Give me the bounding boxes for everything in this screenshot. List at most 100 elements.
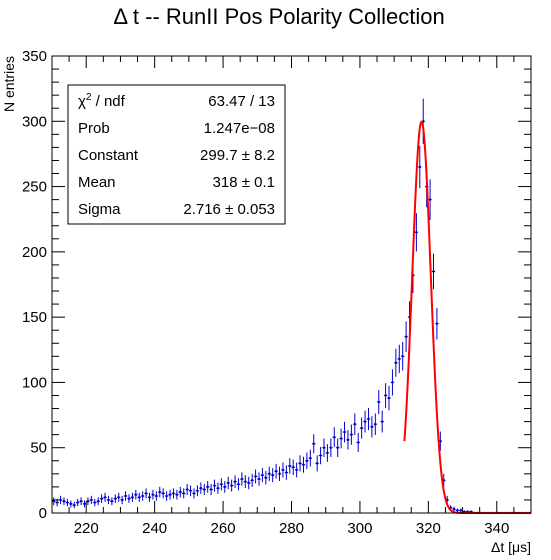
y-tick-label: 300 bbox=[22, 113, 47, 130]
data-point bbox=[322, 438, 326, 457]
data-point bbox=[291, 459, 295, 476]
data-point bbox=[164, 491, 169, 501]
data-point bbox=[62, 497, 66, 506]
data-point bbox=[236, 478, 241, 491]
data-point bbox=[264, 470, 268, 485]
x-tick-label: 260 bbox=[211, 520, 236, 537]
data-point bbox=[353, 413, 357, 435]
data-point bbox=[428, 179, 432, 220]
data-point bbox=[144, 488, 148, 499]
data-point bbox=[253, 469, 258, 484]
data-point bbox=[257, 472, 261, 486]
data-point bbox=[370, 416, 374, 438]
data-point bbox=[188, 485, 193, 497]
data-point bbox=[161, 488, 165, 499]
data-point bbox=[247, 476, 251, 490]
data-point bbox=[298, 455, 302, 472]
stats-value-sigma: 2.716 ± 0.053 bbox=[183, 201, 275, 218]
data-point bbox=[86, 497, 90, 506]
y-axis-title: N entries bbox=[1, 56, 17, 112]
data-point bbox=[123, 491, 128, 501]
data-point bbox=[168, 489, 172, 500]
data-point bbox=[137, 492, 141, 502]
data-point bbox=[332, 427, 336, 448]
x-tick-label: 320 bbox=[416, 520, 441, 537]
data-point bbox=[383, 383, 388, 408]
data-point bbox=[404, 321, 408, 352]
data-point bbox=[205, 481, 210, 493]
data-point bbox=[397, 344, 401, 374]
y-tick-label: 200 bbox=[22, 244, 47, 261]
stats-value-prob: 1.247e−08 bbox=[204, 120, 275, 137]
data-point bbox=[219, 478, 224, 491]
data-point bbox=[346, 430, 350, 450]
data-point bbox=[431, 253, 436, 290]
stats-value-mean: 318 ± 0.1 bbox=[213, 174, 275, 191]
y-tick-label: 350 bbox=[22, 48, 47, 65]
data-point bbox=[140, 491, 145, 501]
data-point bbox=[387, 385, 391, 411]
data-point bbox=[134, 489, 138, 500]
data-point bbox=[281, 462, 285, 478]
x-axis: 220 240 260 280 300 320 340 bbox=[51, 56, 532, 537]
data-point bbox=[274, 463, 278, 479]
data-point bbox=[349, 424, 354, 445]
data-point bbox=[178, 486, 183, 498]
data-point bbox=[185, 483, 189, 496]
data-point bbox=[377, 389, 381, 415]
data-point bbox=[69, 500, 73, 508]
data-point bbox=[158, 486, 162, 498]
data-point bbox=[202, 483, 206, 496]
data-point bbox=[288, 458, 292, 474]
x-axis-title: Δt [μs] bbox=[491, 539, 531, 555]
data-point bbox=[390, 369, 395, 396]
data-point bbox=[452, 506, 456, 512]
x-tick-label: 220 bbox=[74, 520, 99, 537]
data-point bbox=[243, 475, 248, 489]
data-point bbox=[82, 500, 87, 508]
data-point bbox=[329, 438, 333, 457]
data-point bbox=[356, 432, 360, 453]
y-tick-label: 100 bbox=[22, 374, 47, 391]
data-point bbox=[250, 473, 254, 487]
data-point bbox=[308, 449, 313, 467]
data-point bbox=[335, 438, 340, 457]
data-point bbox=[366, 407, 371, 431]
fit-curve bbox=[403, 120, 531, 514]
data-point bbox=[209, 483, 213, 496]
data-point bbox=[400, 342, 405, 371]
data-point bbox=[342, 421, 347, 443]
stats-label-constant: Constant bbox=[78, 147, 139, 164]
data-point bbox=[89, 495, 94, 505]
data-point bbox=[130, 492, 135, 502]
data-point bbox=[147, 492, 152, 502]
stats-label-prob: Prob bbox=[78, 120, 110, 137]
data-point bbox=[96, 497, 100, 506]
data-point bbox=[154, 491, 159, 501]
data-point bbox=[363, 410, 367, 433]
data-point bbox=[75, 498, 80, 507]
data-point bbox=[312, 434, 316, 454]
data-point bbox=[301, 456, 306, 473]
x-tick-label: 280 bbox=[279, 520, 304, 537]
data-point bbox=[171, 488, 176, 499]
data-point bbox=[223, 481, 227, 493]
data-point bbox=[79, 497, 83, 506]
data-point bbox=[373, 413, 378, 435]
data-point bbox=[192, 488, 196, 499]
data-point bbox=[284, 465, 289, 480]
y-tick-label: 0 bbox=[39, 505, 47, 522]
data-point bbox=[339, 428, 343, 449]
x-tick-label: 240 bbox=[142, 520, 167, 537]
data-point bbox=[233, 475, 237, 489]
data-point bbox=[435, 307, 439, 340]
y-tick-label: 150 bbox=[22, 309, 47, 326]
data-point bbox=[72, 501, 76, 509]
data-point bbox=[394, 348, 398, 377]
data-point bbox=[52, 497, 56, 506]
data-point bbox=[120, 495, 124, 505]
data-point bbox=[103, 492, 107, 502]
data-point bbox=[216, 482, 220, 494]
data-point bbox=[113, 494, 118, 503]
data-point bbox=[305, 452, 309, 470]
